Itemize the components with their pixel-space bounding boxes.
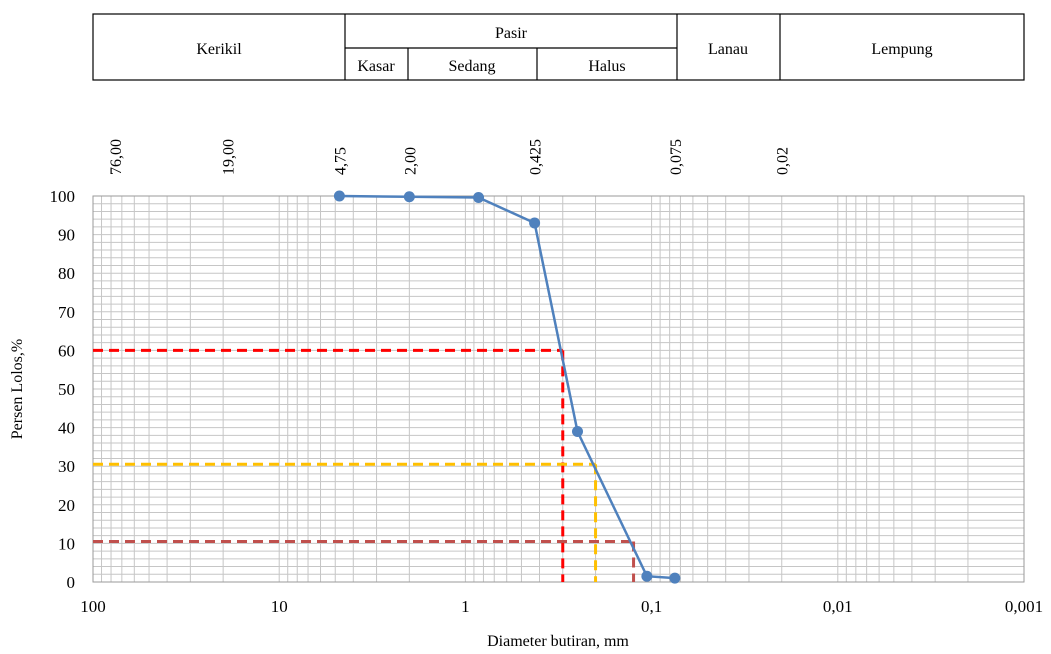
y-tick-label: 70 xyxy=(58,303,75,322)
data-point xyxy=(403,191,415,203)
data-point xyxy=(641,570,653,582)
data-point xyxy=(572,425,584,437)
lempung-label: Lempung xyxy=(871,41,932,58)
x-tick-label: 1 xyxy=(461,597,470,616)
y-tick-label: 10 xyxy=(58,534,75,553)
reference-lines xyxy=(93,348,636,582)
y-tick-label: 50 xyxy=(58,380,75,399)
y-axis-title: Persen Lolos,% xyxy=(9,339,26,439)
y-tick-label: 20 xyxy=(58,496,75,515)
lanau-label: Lanau xyxy=(708,41,748,58)
y-tick-label: 80 xyxy=(58,264,75,283)
classification-table xyxy=(92,13,1025,81)
sieve-size-labels: 76,00 19,00 4,75 2,00 0,425 0,075 0,02 xyxy=(108,139,792,175)
plot-grid xyxy=(93,195,1025,583)
data-series xyxy=(333,190,681,584)
sieve-label: 4,75 xyxy=(332,147,349,175)
x-tick-label: 0,1 xyxy=(641,597,662,616)
sieve-label: 0,075 xyxy=(668,139,685,175)
sieve-label: 2,00 xyxy=(402,147,419,175)
y-tick-label: 100 xyxy=(50,187,76,206)
y-tick-label: 40 xyxy=(58,419,75,438)
plot-frame xyxy=(92,195,1025,583)
y-tick-label: 30 xyxy=(58,457,75,476)
x-tick-label: 0,01 xyxy=(823,597,853,616)
y-tick-label: 90 xyxy=(58,226,75,245)
kerikil-label: Kerikil xyxy=(196,41,242,58)
halus-label: Halus xyxy=(588,58,625,75)
sedang-label: Sedang xyxy=(448,58,495,75)
data-point xyxy=(473,192,485,204)
sieve-label: 19,00 xyxy=(220,139,237,175)
x-tick-label: 100 xyxy=(80,597,106,616)
sieve-label: 76,00 xyxy=(108,139,125,175)
y-tick-label: 60 xyxy=(58,341,75,360)
y-axis-ticks: 0 10 20 30 40 50 60 70 80 90 100 xyxy=(50,187,76,592)
x-tick-label: 0,001 xyxy=(1005,597,1043,616)
data-point xyxy=(529,217,541,229)
x-axis-title: Diameter butiran, mm xyxy=(487,633,629,650)
kasar-label: Kasar xyxy=(357,58,395,75)
x-axis-ticks: 100 10 1 0,1 0,01 0,001 xyxy=(80,597,1043,616)
data-point xyxy=(669,572,681,584)
data-point xyxy=(333,190,345,202)
y-tick-label: 0 xyxy=(67,573,76,592)
sieve-label: 0,02 xyxy=(775,147,792,175)
x-tick-label: 10 xyxy=(271,597,288,616)
pasir-label: Pasir xyxy=(495,25,528,42)
sieve-label: 0,425 xyxy=(528,139,545,175)
